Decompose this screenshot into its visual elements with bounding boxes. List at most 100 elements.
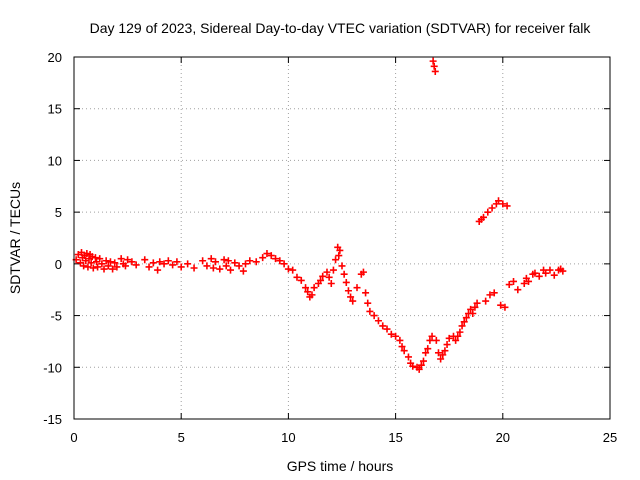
data-point [441,347,449,355]
data-point [106,258,114,266]
data-point [319,272,327,280]
data-point [239,267,247,275]
data-point [525,277,533,285]
data-point [430,62,438,70]
data-point [419,357,427,365]
data-point [342,278,350,286]
y-tick-label: 5 [55,205,62,220]
data-point [469,310,477,318]
x-tick-label: 20 [496,430,510,445]
data-point [199,257,207,265]
data-point [177,263,185,271]
data-point [471,303,479,311]
data-point [263,250,271,258]
data-point [149,259,157,267]
x-tick-label: 10 [281,430,295,445]
data-point [289,266,297,274]
data-point [503,202,511,210]
data-point [349,297,357,305]
data-point [207,255,215,263]
data-point [102,257,110,265]
data-point [495,197,503,205]
data-point [520,280,528,288]
data-point [113,263,121,271]
data-point [452,336,460,344]
data-point [392,332,400,340]
data-point [284,265,292,273]
data-point [91,254,99,262]
x-tick-label: 15 [388,430,402,445]
data-point [434,349,442,357]
plot-frame [73,56,611,420]
data-point [546,266,554,274]
data-point [80,262,88,270]
data-point [259,254,267,262]
data-point [344,287,352,295]
data-point [124,256,132,264]
data-point [222,262,230,270]
data-point [94,263,102,271]
data-point [383,325,391,333]
data-point [83,250,91,258]
data-point [87,259,95,267]
data-point [329,266,337,274]
data-point [535,272,543,280]
data-point [454,332,462,340]
data-point [480,213,488,221]
data-point [336,246,344,254]
y-tick-label: -10 [43,360,62,375]
data-point [458,322,466,330]
data-points [72,57,567,373]
data-point [235,262,243,270]
data-point [216,265,224,273]
data-point [429,57,437,65]
data-point [501,303,509,311]
data-point [362,289,370,297]
x-tick-label: 0 [70,430,77,445]
data-point [473,299,481,307]
data-point [404,353,412,361]
data-point [531,269,539,277]
data-point [297,276,305,284]
data-point [121,262,129,270]
data-point [486,291,494,299]
data-point [302,284,310,292]
data-point [482,297,490,305]
data-point [184,260,192,268]
data-point [424,345,432,353]
data-point [252,258,260,266]
data-point [432,336,440,344]
data-point [437,355,445,363]
data-point [467,305,475,313]
data-point [484,208,492,216]
data-point [117,255,125,263]
data-point [154,266,162,274]
data-point [203,262,211,270]
data-point [505,281,513,289]
data-point [293,273,301,281]
data-point [96,255,104,263]
data-point [141,256,149,264]
data-point [304,288,312,296]
data-point [340,270,348,278]
data-point [370,312,378,320]
data-point [332,256,340,264]
data-point [379,322,387,330]
data-point [109,265,117,273]
data-point [338,262,346,270]
data-point [173,258,181,266]
data-point [499,200,507,208]
y-axis-label: SDTVAR / TECUs [7,182,23,294]
data-point [353,284,361,292]
data-point [325,273,333,281]
data-point [417,361,425,369]
data-point [422,349,430,357]
data-point [190,264,198,272]
data-point [398,343,406,351]
data-point [431,67,439,75]
data-point [462,314,470,322]
data-point [98,260,106,268]
data-point [128,258,136,266]
data-point [426,336,434,344]
data-point [550,271,558,279]
